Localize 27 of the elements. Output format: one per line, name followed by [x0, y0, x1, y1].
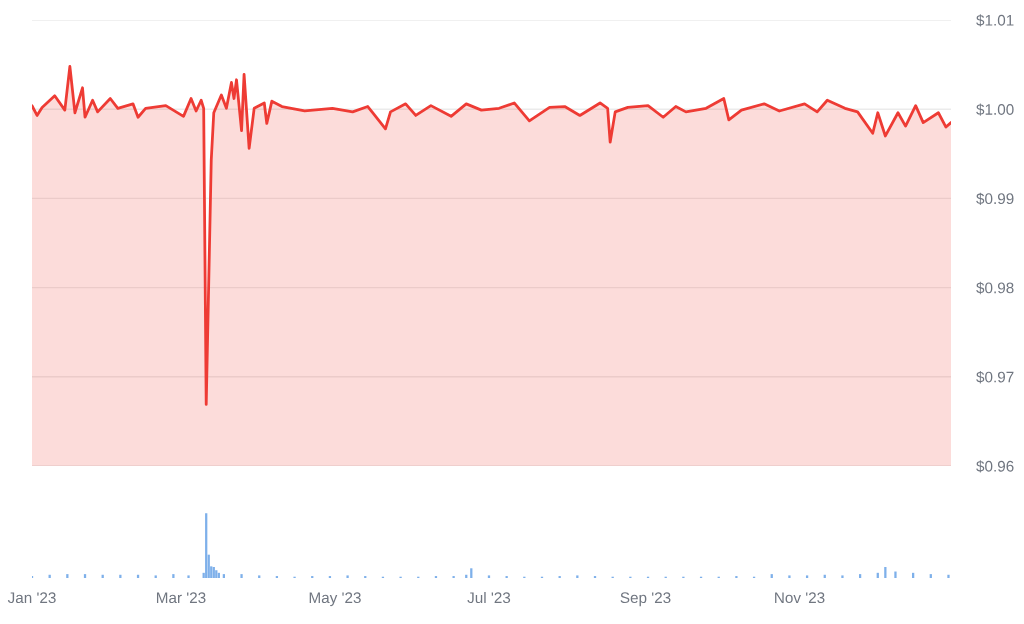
- x-tick-label: Jul '23: [467, 591, 511, 604]
- bar: [841, 575, 844, 578]
- y-tick-label: $0.97: [976, 371, 1014, 384]
- y-tick-label: $0.96: [976, 460, 1014, 473]
- bar: [187, 575, 190, 578]
- bar: [894, 571, 897, 578]
- bar: [470, 568, 473, 578]
- bar: [788, 575, 791, 578]
- x-tick-label: Sep '23: [620, 592, 671, 607]
- bar: [172, 574, 175, 578]
- bar: [346, 575, 349, 578]
- x-tick-label: Nov '23: [775, 592, 825, 604]
- bar: [576, 575, 579, 578]
- x-tick-label: Jan '23: [7, 592, 56, 604]
- bar: [258, 575, 261, 578]
- y-tick-label: $0.98: [976, 281, 1014, 295]
- bar: [805, 575, 809, 578]
- x-tick-label: Mar '23: [156, 592, 206, 604]
- bar: [154, 575, 157, 578]
- y-tick-label: $0.99: [976, 192, 1014, 205]
- y-tick-label: $1.01: [976, 14, 1014, 27]
- bar: [240, 574, 243, 578]
- bar: [487, 575, 491, 578]
- y-tick-label: $1.00: [976, 103, 1014, 116]
- bar: [119, 574, 122, 578]
- bar: [947, 574, 950, 578]
- x-tick-label: May '23: [309, 592, 361, 607]
